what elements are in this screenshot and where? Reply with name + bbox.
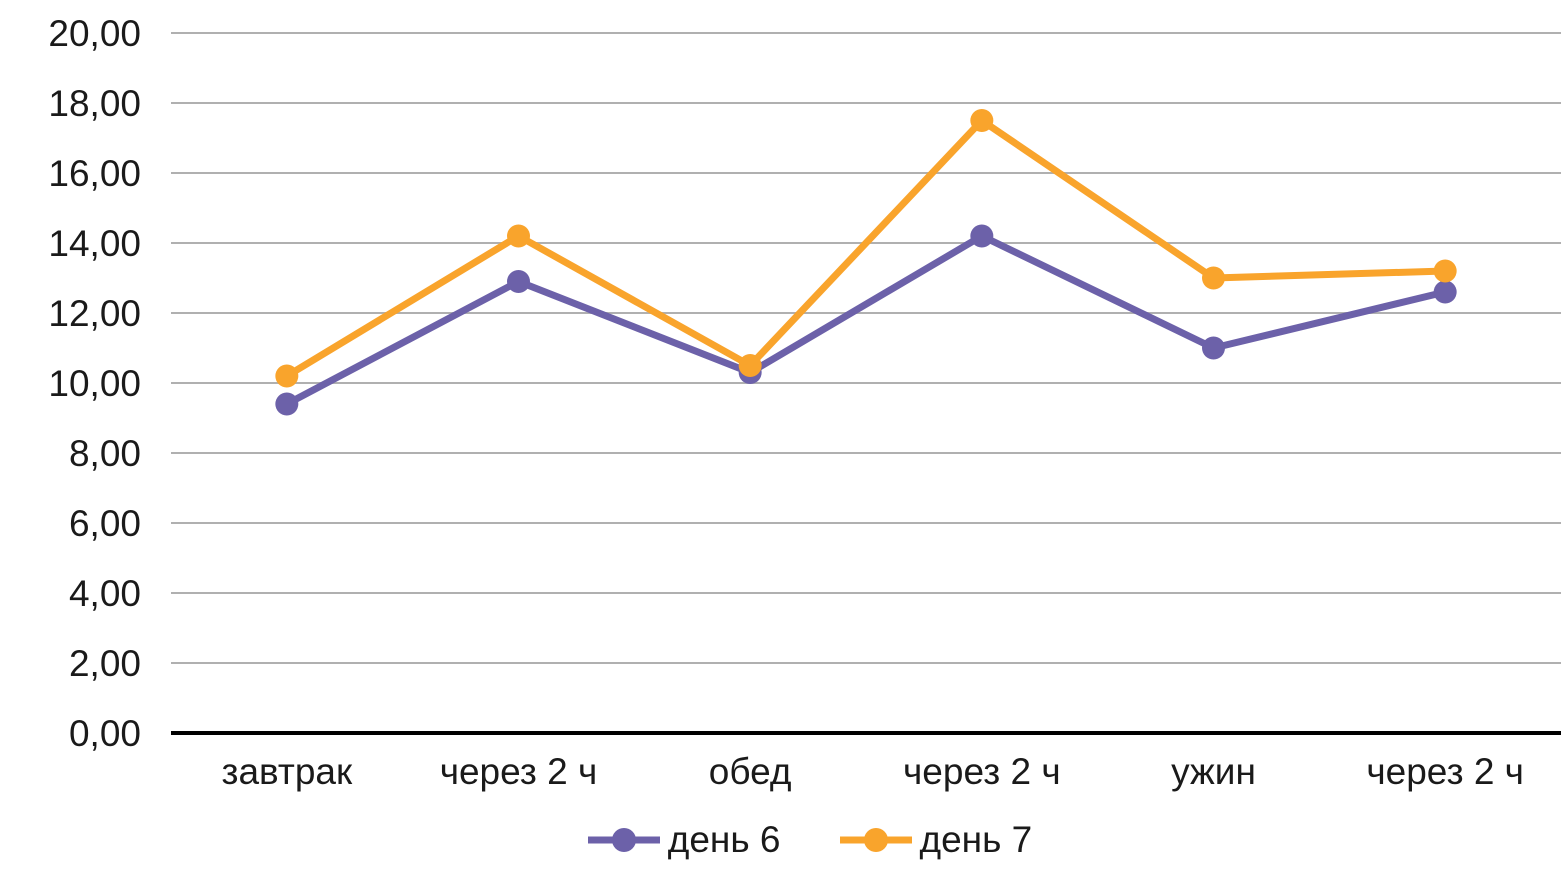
data-point-marker-0-4 bbox=[1202, 336, 1225, 360]
series-line-1 bbox=[283, 117, 1449, 380]
x-category-label: ужин bbox=[1171, 751, 1256, 792]
data-point-marker-0-3 bbox=[970, 224, 994, 248]
data-point-marker-1-5 bbox=[1433, 259, 1457, 283]
y-tick-label: 6,00 bbox=[69, 503, 141, 544]
x-category-label: обед bbox=[709, 751, 792, 792]
x-category-label: завтрак bbox=[221, 751, 352, 792]
y-tick-label: 0,00 bbox=[69, 713, 141, 754]
y-tick-label: 10,00 bbox=[48, 363, 141, 404]
data-point-marker-1-4 bbox=[1202, 266, 1225, 290]
data-point-marker-0-0 bbox=[275, 392, 299, 416]
chart-legend: день 6 день 7 bbox=[29, 821, 1561, 858]
y-tick-label: 14,00 bbox=[48, 223, 141, 264]
x-category-label: через 2 ч bbox=[440, 751, 598, 792]
y-tick-label: 2,00 bbox=[69, 643, 141, 684]
legend-label-day-6: день 6 bbox=[667, 819, 781, 860]
chart-plot-area: 0,00 2,00 4,00 6,00 8,00 10,00 12,00 14,00 16,00… bbox=[48, 13, 1561, 792]
y-tick-label: 8,00 bbox=[69, 433, 141, 474]
data-point-marker-0-1 bbox=[507, 270, 530, 293]
y-tick-label: 18,00 bbox=[48, 83, 141, 124]
data-point-marker-1-2 bbox=[738, 354, 762, 377]
legend-marker-day-7 bbox=[839, 827, 912, 852]
x-category-label: через 2 ч bbox=[903, 751, 1061, 792]
legend-item-day-6: день 6 bbox=[587, 821, 781, 858]
data-point-marker-1-3 bbox=[970, 109, 994, 132]
data-point-marker-1-0 bbox=[275, 364, 299, 388]
data-point-marker-1-1 bbox=[507, 224, 530, 248]
data-point-marker-0-5 bbox=[1433, 280, 1457, 304]
y-tick-label: 16,00 bbox=[48, 153, 141, 194]
y-tick-label: 4,00 bbox=[69, 573, 141, 614]
legend-marker-day-6 bbox=[587, 827, 660, 852]
y-tick-label: 20,00 bbox=[48, 13, 141, 54]
x-category-label: через 2 ч bbox=[1366, 751, 1524, 792]
legend-item-day-7: день 7 bbox=[839, 819, 1033, 860]
series-line-0 bbox=[283, 232, 1449, 408]
y-tick-label: 12,00 bbox=[48, 293, 141, 334]
legend-label-day-7: день 7 bbox=[919, 819, 1033, 860]
